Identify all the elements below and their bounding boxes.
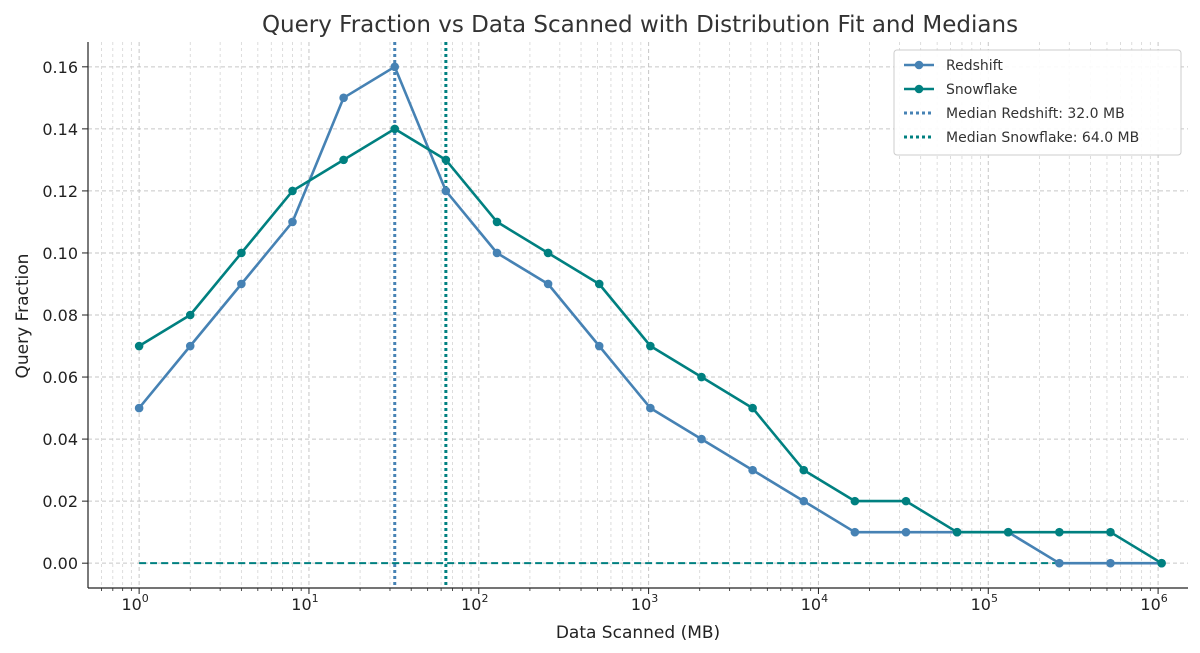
y-tick-label: 0.02 [42,492,78,511]
x-tick-label: 105 [971,592,998,614]
data-point-snowflake [1055,527,1064,537]
data-point-snowflake [748,403,757,413]
x-tick-label: 102 [461,592,488,614]
data-point-redshift [543,279,553,289]
data-point-snowflake [850,496,860,506]
data-point-snowflake [543,248,553,258]
data-point-snowflake [697,372,706,382]
data-point-redshift [646,403,655,413]
data-point-redshift [339,93,348,103]
data-point-snowflake [1106,527,1115,537]
data-point-snowflake [134,341,144,351]
data-point-redshift [748,465,757,475]
x-tick-label: 106 [1140,592,1167,614]
series-lines [134,62,1166,568]
y-tick-label: 0.14 [42,120,78,139]
y-tick-label: 0.06 [42,368,78,387]
legend: Redshift Snowflake Median Redshift: 32.0 M… [893,49,1182,156]
data-point-redshift [185,341,195,351]
data-point-snowflake [901,496,911,506]
y-axis-label: Query Fraction [13,254,33,379]
x-axis-label: Data Scanned (MB) [556,623,720,643]
data-point-redshift [594,341,604,351]
legend-label: Median Redshift: 32.0 MB [946,106,1125,122]
data-point-snowflake [237,248,246,258]
x-ticks: 100 101 102 103 104 105 106 [101,588,1168,614]
y-tick-label: 0.10 [42,244,78,263]
data-point-snowflake [441,155,451,165]
x-tick-label: 100 [121,592,148,614]
data-point-redshift [901,527,911,537]
data-point-snowflake [492,217,502,227]
data-point-redshift [441,186,451,196]
data-point-redshift [1106,558,1115,568]
legend-label: Snowflake [946,82,1017,98]
data-point-redshift [850,527,860,537]
legend-label: Median Snowflake: 64.0 MB [946,130,1139,146]
x-tick-label: 103 [631,592,658,614]
y-tick-label: 0.08 [42,306,78,325]
data-point-snowflake [390,124,400,134]
data-point-snowflake [646,341,655,351]
data-point-redshift [288,217,297,227]
data-point-redshift [134,403,144,413]
y-tick-label: 0.12 [42,182,78,201]
data-point-redshift [390,62,400,72]
data-point-snowflake [288,186,297,196]
chart-title: Query Fraction vs Data Scanned with Dist… [262,12,1018,38]
data-point-snowflake [1157,558,1166,568]
legend-swatch-marker [914,60,924,70]
data-point-redshift [697,434,706,444]
data-point-snowflake [952,527,962,537]
y-tick-label: 0.04 [42,430,78,449]
legend-box [893,49,1182,156]
data-point-redshift [1055,558,1064,568]
data-point-redshift [237,279,246,289]
data-point-snowflake [339,155,348,165]
data-point-redshift [799,496,809,506]
legend-swatch-marker [914,84,924,94]
legend-label: Redshift [946,58,1003,74]
x-tick-label: 104 [801,592,828,614]
y-tick-label: 0.00 [42,554,78,573]
data-point-redshift [492,248,502,258]
data-point-snowflake [594,279,604,289]
data-point-snowflake [1003,527,1013,537]
y-ticks: 0.00 0.02 0.04 0.06 0.08 0.10 0.12 0.14 0.16 [42,58,88,573]
data-point-snowflake [799,465,809,475]
x-tick-label: 101 [291,592,318,614]
data-point-snowflake [185,310,195,320]
grid [88,42,1188,588]
y-tick-label: 0.16 [42,58,78,77]
